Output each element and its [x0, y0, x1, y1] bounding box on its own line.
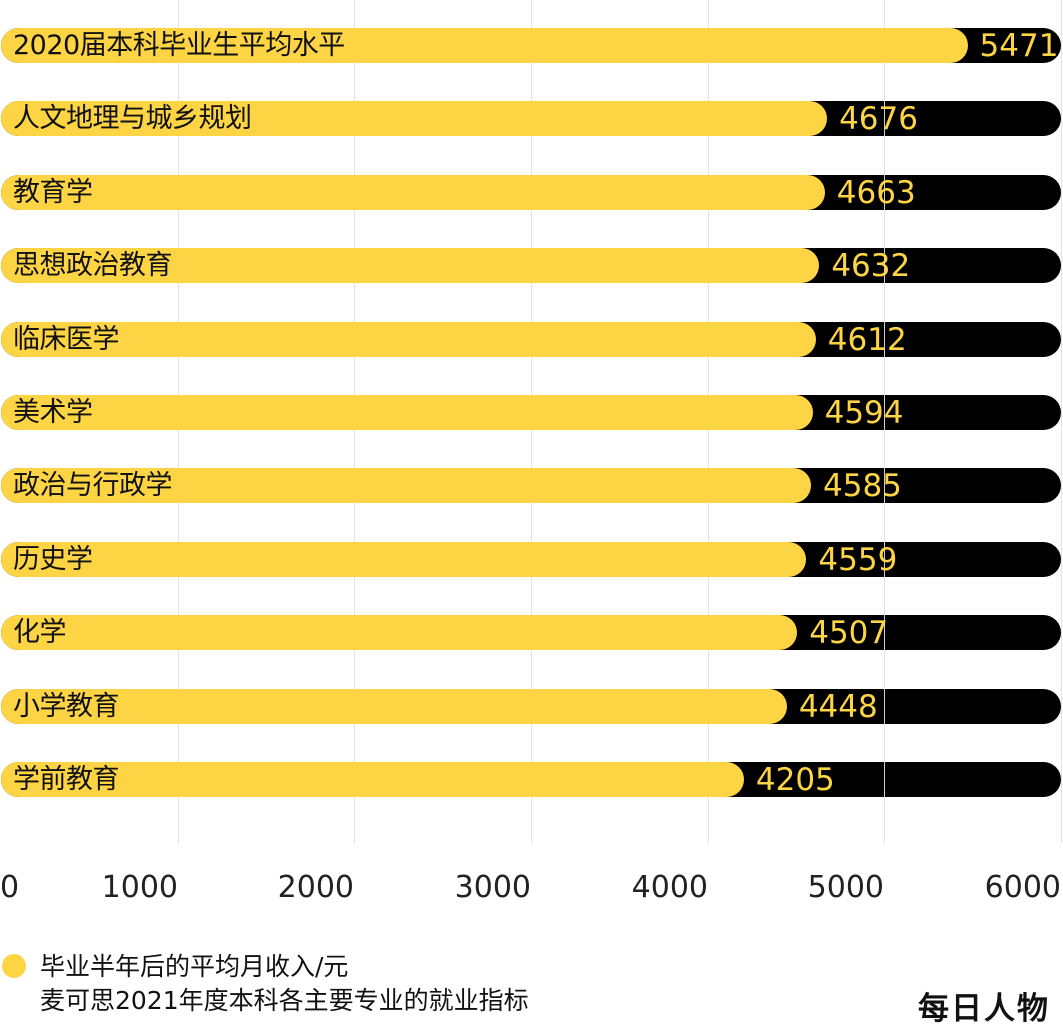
category-label: 小学教育: [13, 690, 120, 722]
bar-fill: [1, 101, 828, 137]
brand-logo: 每日人物: [918, 991, 1050, 1027]
gridline-overlay: [884, 615, 885, 651]
category-label: 2020届本科毕业生平均水平: [13, 30, 345, 61]
x-tick-label: 1000: [101, 870, 178, 905]
value-label: 4663: [836, 174, 916, 211]
category-label: 教育学: [13, 176, 93, 208]
value-label: 4585: [823, 468, 902, 505]
bar-fill: [1, 28, 968, 63]
gridline-overlay: [884, 174, 885, 210]
value-label: 4559: [818, 541, 898, 578]
bar-row: 政治与行政学 4585: [1, 468, 1061, 505]
bar-chart: 2020届本科毕业生平均水平 5471 人文地理与城乡规划 4676 教育学 4663 思想…: [1, 0, 1062, 843]
category-label: 临床医学: [13, 323, 120, 355]
gridline-overlay: [884, 248, 885, 284]
gridline-overlay: [884, 395, 885, 430]
source-note: 麦可思2021年度本科各主要专业的就业指标: [40, 986, 529, 1015]
bar-fill: [1, 688, 787, 724]
category-label: 思想政治教育: [13, 250, 173, 282]
category-label: 化学: [13, 617, 67, 649]
bar-row: 人文地理与城乡规划 4676: [1, 101, 1061, 138]
value-label: 5471: [979, 28, 1059, 64]
bar-fill: [1, 395, 813, 430]
bar-row: 化学 4507: [1, 615, 1061, 652]
bar-fill: [1, 468, 812, 504]
gridline: [1061, 0, 1062, 843]
category-label: 历史学: [13, 543, 93, 575]
category-label: 美术学: [13, 397, 93, 428]
bar-row: 教育学 4663: [1, 174, 1061, 211]
bar-fill: [1, 762, 744, 797]
value-label: 4205: [755, 762, 835, 798]
x-tick-label: 3000: [454, 870, 531, 905]
bar-row: 美术学 4594: [1, 395, 1061, 431]
bar-fill: [1, 541, 807, 577]
value-label: 4676: [839, 101, 918, 138]
bar-fill: [1, 615, 798, 651]
value-label: 4594: [824, 395, 904, 431]
x-tick-label: 4000: [631, 870, 708, 905]
bar-row: 思想政治教育 4632: [1, 248, 1061, 285]
category-label: 人文地理与城乡规划: [13, 103, 252, 135]
bar-row: 学前教育 4205: [1, 762, 1061, 798]
legend-swatch-icon: [2, 954, 26, 978]
bar-row: 小学教育 4448: [1, 688, 1061, 725]
category-label: 学前教育: [13, 764, 120, 795]
bar-row: 临床医学 4612: [1, 321, 1061, 358]
gridline-overlay: [884, 541, 885, 577]
bar-row: 历史学 4559: [1, 541, 1061, 578]
value-label: 4448: [798, 688, 878, 725]
value-label: 4507: [809, 615, 889, 652]
gridline-overlay: [884, 468, 885, 504]
bar-fill: [1, 321, 816, 357]
gridline-overlay: [884, 321, 885, 357]
bar-row: 2020届本科毕业生平均水平 5471: [1, 28, 1061, 64]
legend-label: 毕业半年后的平均月收入/元: [40, 952, 349, 981]
gridline-overlay: [884, 762, 885, 797]
value-label: 4612: [827, 321, 907, 358]
x-tick-label: 2000: [277, 870, 354, 905]
category-label: 政治与行政学: [13, 470, 173, 502]
value-label: 4632: [831, 248, 911, 285]
gridline-overlay: [884, 101, 885, 137]
gridline-overlay: [884, 688, 885, 724]
x-tick-label: 0: [0, 870, 20, 905]
x-tick-label: 5000: [807, 870, 884, 905]
bar-fill: [1, 248, 820, 284]
x-tick-label: 6000: [984, 870, 1061, 905]
bar-fill: [1, 174, 825, 210]
